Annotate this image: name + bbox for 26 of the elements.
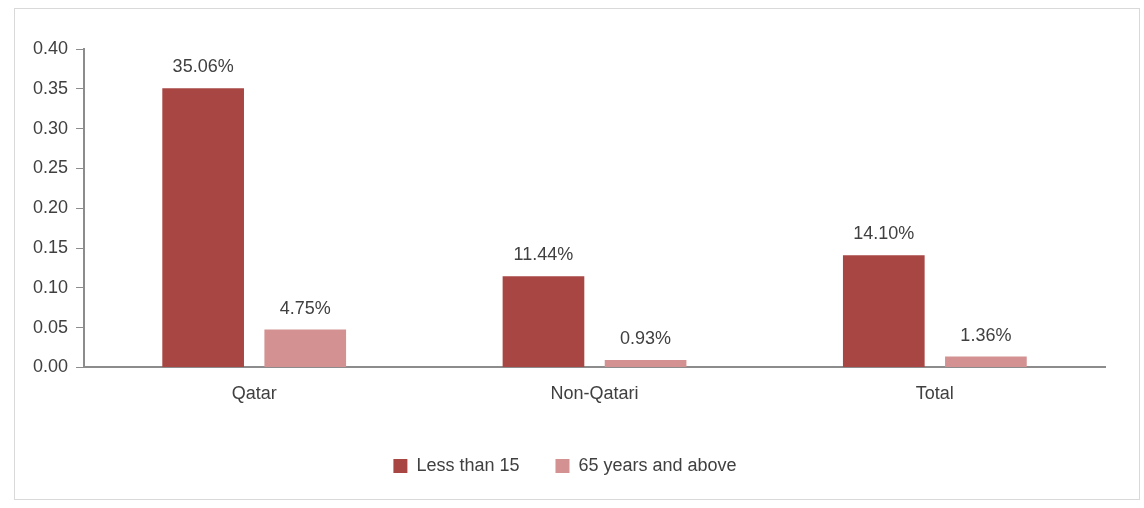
y-tick-label: 0.30 (32, 117, 69, 138)
bar (842, 255, 925, 367)
bar (502, 276, 585, 367)
y-tick-label: 0.35 (32, 77, 69, 98)
y-tick-label: 0.10 (32, 276, 69, 297)
y-tick-label: 0.15 (32, 236, 69, 257)
legend-label: Less than 15 (416, 454, 520, 475)
bar (162, 88, 244, 367)
y-tick-label: 0.05 (32, 316, 69, 337)
y-tick-label: 0.40 (32, 37, 69, 58)
legend-label: 65 years and above (578, 454, 737, 475)
bar (264, 329, 347, 367)
bar (945, 356, 1027, 367)
data-label: 0.93% (620, 327, 672, 348)
data-label: 1.36% (960, 324, 1012, 345)
x-tick-label: Qatar (231, 383, 277, 404)
data-label: 14.10% (853, 223, 915, 244)
y-tick-label: 0.25 (32, 157, 69, 178)
x-tick-label: Total (915, 383, 954, 404)
x-tick-label: Non-Qatari (550, 383, 639, 404)
data-label: 35.06% (172, 56, 234, 77)
y-tick-label: 0.20 (32, 197, 69, 218)
y-tick-label: 0.00 (32, 356, 69, 377)
data-label: 4.75% (279, 297, 331, 318)
data-label: 11.44% (513, 244, 574, 265)
bar (604, 360, 687, 367)
